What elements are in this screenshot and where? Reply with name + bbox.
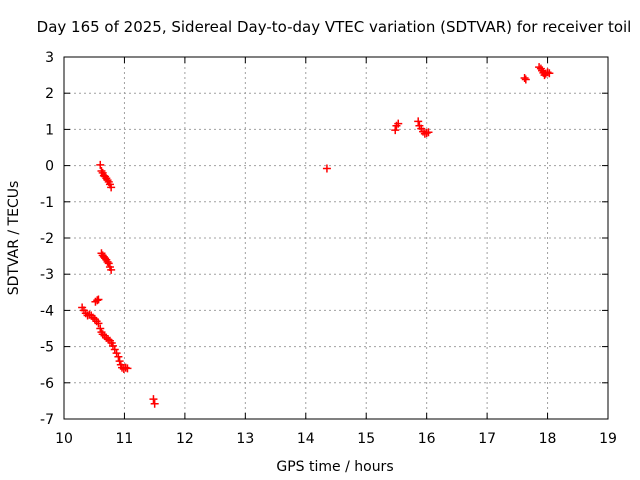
data-point [123,364,132,373]
data-point [543,68,552,77]
data-point [115,357,124,366]
data-point [391,126,400,135]
y-tick-label: -1 [40,195,54,211]
data-point [520,73,529,82]
data-point [414,117,423,126]
data-point [103,176,112,185]
data-point [521,75,530,84]
x-tick-label: 13 [236,431,254,447]
data-point [104,335,113,344]
data-point [98,330,107,339]
x-tick-label: 12 [176,431,194,447]
data-point [103,257,112,266]
data-point [96,324,105,333]
data-point [94,319,103,328]
y-tick-label: -2 [40,231,54,247]
plot-frame [63,56,609,420]
x-tick-label: 10 [55,431,73,447]
data-point [424,128,433,137]
data-point [322,164,331,173]
y-tick-label: -7 [40,412,54,428]
data-point [97,167,106,176]
y-tick-label: -3 [40,267,54,283]
data-point [89,313,98,322]
y-tick-label: 1 [45,122,54,138]
y-tick-label: 2 [45,86,54,102]
data-point [108,341,117,350]
x-tick-label: 14 [297,431,315,447]
data-point [107,183,116,192]
data-point [96,160,105,169]
data-point [545,69,554,78]
y-tick-label: 3 [45,50,54,66]
chart-title: Day 165 of 2025, Sidereal Day-to-day VTE… [37,18,632,36]
data-point [112,349,121,358]
x-tick-label: 16 [418,431,436,447]
data-point [107,265,116,274]
x-tick-label: 15 [357,431,375,447]
x-tick-label: 18 [539,431,557,447]
x-axis-label: GPS time / hours [276,459,393,475]
data-point [149,395,158,404]
y-tick-label: 0 [45,159,54,175]
y-axis-label: SDTVAR / TECUs [6,181,22,296]
x-tick-label: 19 [599,431,617,447]
y-tick-label: -4 [40,303,54,319]
y-tick-label: -6 [40,376,54,392]
axis-ticks [63,56,609,420]
data-points [78,63,554,408]
y-tick-label: -5 [40,340,54,356]
data-point [114,352,123,361]
data-point [150,399,159,408]
x-tick-label: 17 [478,431,496,447]
x-tick-label: 11 [116,431,134,447]
data-point [394,119,403,128]
data-point [104,259,113,268]
data-point [110,345,119,354]
data-point [94,295,103,304]
grid-lines [64,57,608,419]
